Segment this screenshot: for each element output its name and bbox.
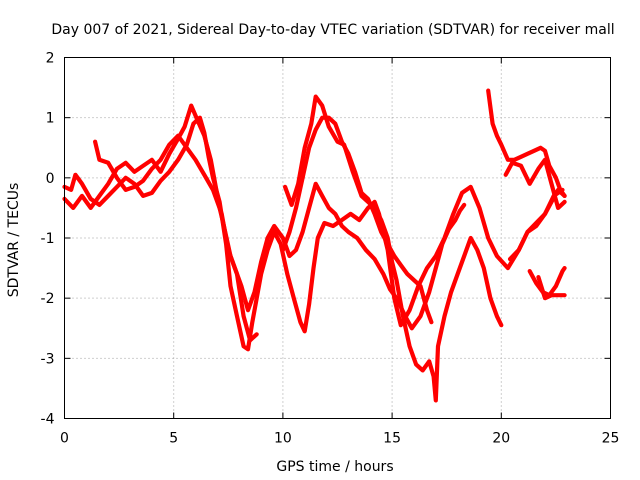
data-series (62, 88, 567, 403)
y-tick-labels: -4 -3 -2 -1 0 1 2 (41, 51, 55, 428)
chart-title: Day 007 of 2021, Sidereal Day-to-day VTE… (51, 22, 614, 38)
series-track-8 (507, 187, 567, 262)
series-track-4 (283, 94, 504, 403)
series-track-5 (280, 115, 434, 325)
y-tick-label: -1 (41, 231, 55, 247)
series-track-3 (93, 133, 467, 331)
x-tick-label: 10 (274, 431, 292, 447)
y-tick-label: -2 (41, 291, 55, 307)
x-tick-label: 5 (169, 431, 178, 447)
series-track-7 (503, 157, 567, 210)
series-track-9 (527, 266, 567, 298)
y-tick-label: -3 (41, 351, 55, 367)
y-tick-label: 2 (46, 51, 55, 67)
series-track-1 (62, 115, 565, 352)
x-tick-label: 25 (602, 431, 620, 447)
plot-frame (64, 57, 611, 419)
x-tick-labels: 0 5 10 15 20 25 (60, 431, 619, 447)
y-tick-label: -4 (41, 412, 55, 428)
y-axis-label: SDTVAR / TECUs (6, 183, 22, 298)
series-track-6 (486, 88, 567, 198)
y-tick-label: 0 (46, 171, 55, 187)
y-tick-label: 1 (46, 111, 55, 127)
x-tick-label: 0 (60, 431, 69, 447)
series-track-10 (536, 275, 567, 301)
x-tick-label: 15 (383, 431, 401, 447)
x-tick-label: 20 (492, 431, 510, 447)
grid-lines (64, 57, 611, 419)
x-axis-label: GPS time / hours (276, 459, 393, 475)
